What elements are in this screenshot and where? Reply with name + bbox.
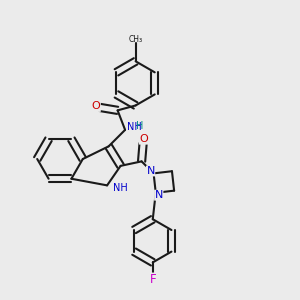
Text: F: F xyxy=(149,273,156,286)
Text: N: N xyxy=(154,190,163,200)
Text: H: H xyxy=(136,121,143,131)
Text: O: O xyxy=(139,134,148,144)
Text: CH₃: CH₃ xyxy=(128,35,143,44)
Text: O: O xyxy=(92,101,100,112)
Text: N: N xyxy=(146,166,155,176)
Text: NH: NH xyxy=(112,183,127,194)
Text: NH: NH xyxy=(127,122,141,133)
